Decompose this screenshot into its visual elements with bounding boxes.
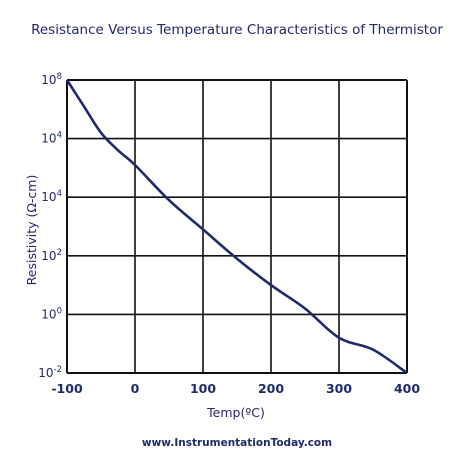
chart-grid bbox=[66, 79, 408, 374]
x-tick-label: 400 bbox=[394, 381, 420, 396]
y-tick-label: 104 bbox=[41, 189, 62, 204]
curve-layer bbox=[65, 79, 408, 375]
y-tick-label: 102 bbox=[41, 248, 62, 263]
y-axis-ticks: 108 104 104 102 100 10-2 bbox=[38, 72, 62, 380]
y-axis-label: Resistivity (Ω-cm) bbox=[24, 175, 39, 286]
x-tick-label: 300 bbox=[326, 381, 352, 396]
chart-title: Resistance Versus Temperature Characteri… bbox=[31, 22, 443, 38]
x-tick-label: 100 bbox=[190, 381, 216, 396]
source-credit: www.InstrumentationToday.com bbox=[141, 437, 333, 449]
x-tick-label: 200 bbox=[258, 381, 284, 396]
x-axis-label: Temp(ºC) bbox=[206, 405, 265, 420]
x-tick-label: 0 bbox=[131, 381, 140, 396]
y-tick-label: 100 bbox=[41, 306, 62, 321]
y-tick-label: 108 bbox=[41, 72, 62, 87]
y-tick-label: 104 bbox=[41, 131, 62, 146]
y-tick-label: 10-2 bbox=[38, 365, 62, 380]
x-tick-label: -100 bbox=[51, 381, 83, 396]
x-axis-ticks: -100 0 100 200 300 400 bbox=[51, 381, 420, 396]
resistivity-curve bbox=[65, 79, 408, 375]
